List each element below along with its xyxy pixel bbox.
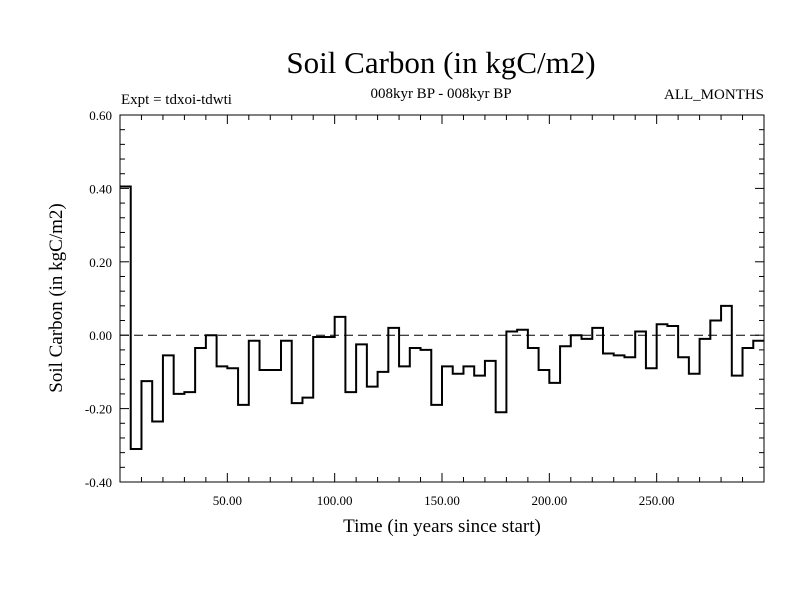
- data-series-step-line: [120, 185, 764, 450]
- y-tick-label: -0.20: [85, 402, 112, 417]
- y-axis-ticks: [120, 114, 764, 483]
- y-tick-label: 0.40: [89, 181, 112, 196]
- x-tick-label: 100.00: [317, 493, 353, 508]
- experiment-label: Expt = tdxoi-tdwti: [121, 92, 232, 108]
- months-label: ALL_MONTHS: [664, 87, 764, 103]
- x-axis-ticks: [119, 115, 765, 482]
- chart-subtitle: 008kyr BP - 008kyr BP: [370, 86, 511, 102]
- tick-labels: -0.40 -0.20 0.00 0.20 0.40 0.60 50.00 100.00 150…: [85, 108, 675, 508]
- y-tick-label: 0.00: [89, 328, 112, 343]
- x-tick-label: 200.00: [531, 493, 567, 508]
- y-tick-label: 0.20: [89, 255, 112, 270]
- plot-frame: [119, 114, 765, 483]
- y-tick-label: -0.40: [85, 475, 112, 490]
- x-axis-label: Time (in years since start): [343, 516, 541, 537]
- x-tick-label: 50.00: [213, 493, 242, 508]
- chart-title: Soil Carbon (in kgC/m2): [286, 45, 595, 80]
- x-tick-label: 250.00: [639, 493, 675, 508]
- x-tick-label: 150.00: [424, 493, 460, 508]
- y-tick-label: 0.60: [89, 108, 112, 123]
- y-axis-label: Soil Carbon (in kgC/m2): [46, 203, 67, 392]
